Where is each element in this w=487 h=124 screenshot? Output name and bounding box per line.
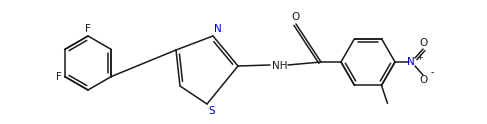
Text: -: - — [431, 67, 434, 77]
Text: N: N — [214, 24, 222, 34]
Text: O: O — [420, 75, 428, 85]
Text: +: + — [416, 53, 423, 62]
Text: N: N — [407, 57, 415, 67]
Text: F: F — [85, 24, 91, 34]
Text: F: F — [56, 72, 62, 81]
Text: O: O — [420, 38, 428, 48]
Text: O: O — [292, 12, 300, 22]
Text: S: S — [208, 106, 215, 116]
Text: NH: NH — [272, 61, 287, 71]
